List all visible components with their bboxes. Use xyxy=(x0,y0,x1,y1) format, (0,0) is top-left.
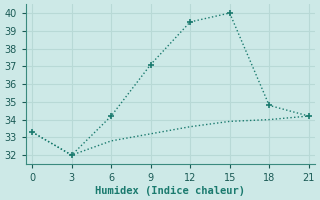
X-axis label: Humidex (Indice chaleur): Humidex (Indice chaleur) xyxy=(95,186,245,196)
